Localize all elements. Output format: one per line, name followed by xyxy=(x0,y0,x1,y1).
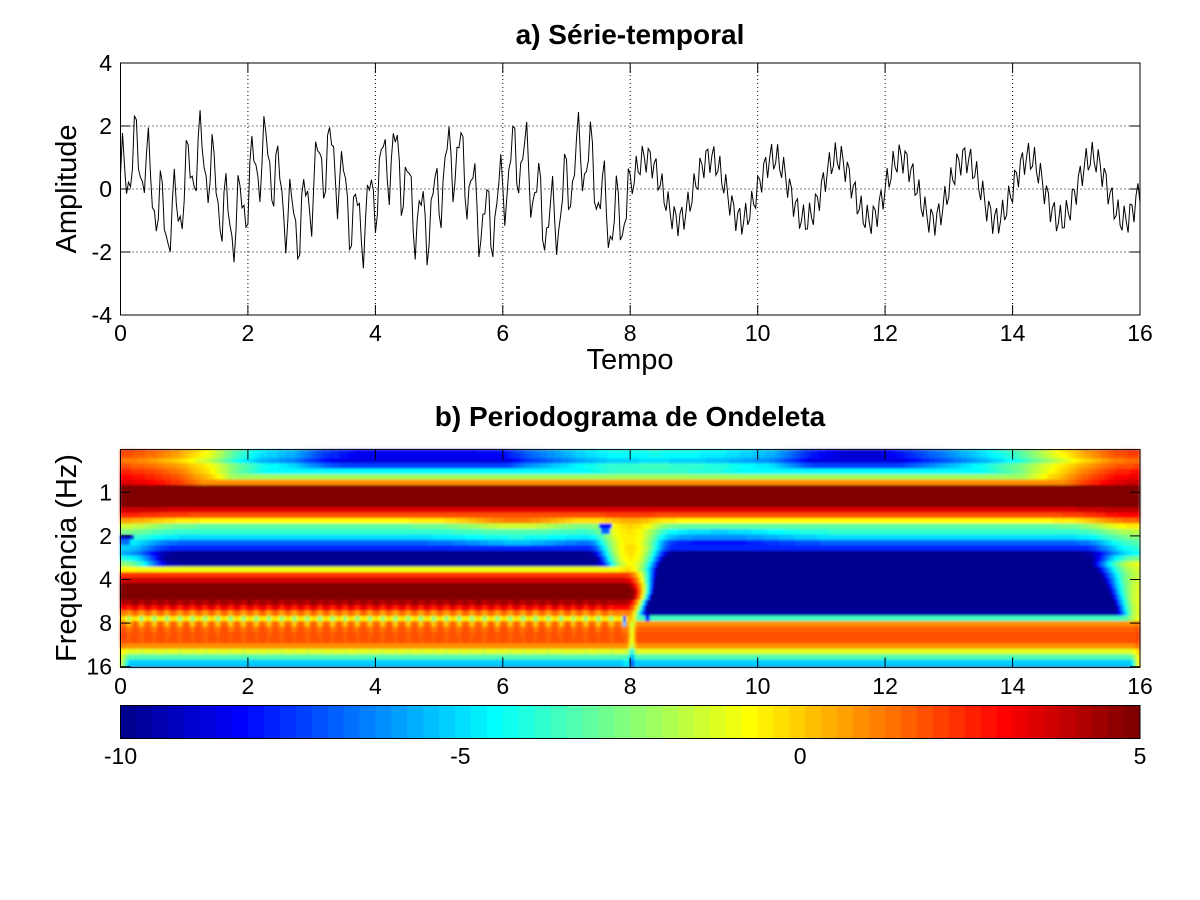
svg-text:-10: -10 xyxy=(104,743,137,769)
svg-text:4: 4 xyxy=(99,50,112,76)
svg-text:2: 2 xyxy=(242,673,255,699)
svg-text:8: 8 xyxy=(99,610,112,636)
svg-text:Tempo: Tempo xyxy=(586,344,673,376)
svg-text:Frequência (Hz): Frequência (Hz) xyxy=(51,454,83,662)
svg-text:8: 8 xyxy=(624,673,637,699)
svg-text:8: 8 xyxy=(624,320,637,346)
svg-text:16: 16 xyxy=(1127,320,1153,346)
svg-text:16: 16 xyxy=(86,654,112,680)
svg-text:2: 2 xyxy=(242,320,255,346)
svg-text:Amplitude: Amplitude xyxy=(51,125,83,254)
svg-text:14: 14 xyxy=(1000,673,1026,699)
svg-text:0: 0 xyxy=(114,673,127,699)
svg-text:5: 5 xyxy=(1134,743,1147,769)
svg-text:4: 4 xyxy=(369,673,382,699)
svg-text:4: 4 xyxy=(99,567,112,593)
svg-text:-4: -4 xyxy=(92,302,113,328)
svg-text:2: 2 xyxy=(99,523,112,549)
svg-text:14: 14 xyxy=(1000,320,1026,346)
svg-text:10: 10 xyxy=(745,673,771,699)
svg-text:0: 0 xyxy=(114,320,127,346)
svg-text:-5: -5 xyxy=(450,743,470,769)
svg-text:6: 6 xyxy=(496,673,509,699)
svg-text:a) Série-temporal: a) Série-temporal xyxy=(516,19,745,50)
svg-text:1: 1 xyxy=(99,479,112,505)
svg-text:0: 0 xyxy=(794,743,807,769)
svg-text:10: 10 xyxy=(745,320,771,346)
svg-text:0: 0 xyxy=(99,176,112,202)
svg-text:6: 6 xyxy=(496,320,509,346)
svg-text:4: 4 xyxy=(369,320,382,346)
svg-text:16: 16 xyxy=(1127,673,1153,699)
svg-text:2: 2 xyxy=(99,113,112,139)
svg-text:b) Periodograma de Ondeleta: b) Periodograma de Ondeleta xyxy=(435,401,826,432)
svg-text:12: 12 xyxy=(872,673,898,699)
svg-text:-2: -2 xyxy=(92,239,112,265)
svg-text:12: 12 xyxy=(872,320,898,346)
